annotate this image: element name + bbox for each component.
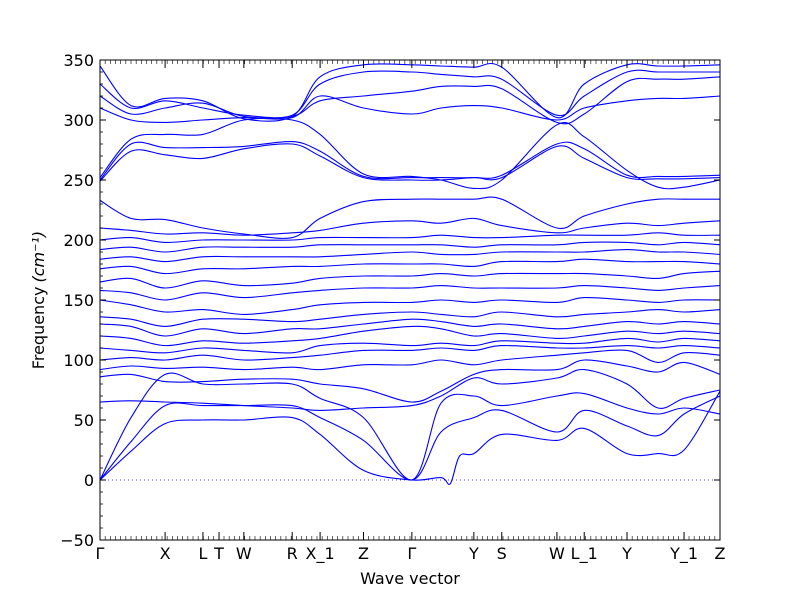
phonon-branch-27 [99,63,721,122]
y-tick-label: 350 [63,51,94,70]
phonon-branch-7 [99,345,721,361]
phonon-branch-1 [99,390,721,485]
x-tick-label: Y [621,544,632,563]
y-tick-label: 150 [63,291,94,310]
phonon-branch-25 [99,76,721,125]
phonon-branch-10 [99,318,721,337]
y-tick-label: 0 [84,471,94,490]
x-tick-label: S [497,544,507,563]
phonon-branch-11 [99,309,721,327]
y-axis-title-text: Frequency [29,287,48,370]
y-tick-label: 250 [63,171,94,190]
y-axis-ticks: −50 0 50 100 150 200 250 300 350 [60,51,720,550]
phonon-branch-8 [99,337,721,354]
x-tick-label: W [549,544,565,563]
y-axis-title-unit: (cm⁻¹) [29,231,48,283]
x-axis-ticks: Γ X L T W R X_1 Z Γ Y S W L_1 Y Y_1 Z [96,60,726,564]
x-tick-label: Z [358,544,369,563]
phonon-branch-26 [99,69,720,119]
phonon-branch-9 [99,325,721,347]
y-tick-label: −50 [60,531,94,550]
x-tick-label: L_1 [571,544,598,564]
phonon-branch-18 [99,232,721,243]
y-tick-label: 50 [74,411,94,430]
x-tick-label: W [236,544,252,563]
x-tick-label: X_1 [306,544,335,564]
phonon-branches [99,63,721,485]
x-tick-label: R [287,544,298,563]
phonon-branch-2 [99,395,721,481]
phonon-branch-3 [99,372,721,481]
phonon-branch-6 [99,349,721,371]
phonon-branch-13 [99,285,721,301]
x-tick-label: Γ [407,544,416,563]
phonon-branch-14 [99,270,721,289]
high-symmetry-lines [104,60,716,540]
x-tick-label: Γ [96,544,105,563]
x-tick-label: L [198,544,207,563]
phonon-branch-17 [99,241,721,253]
phonon-branch-24 [99,95,721,123]
y-axis-title: Frequency (cm⁻¹) [29,231,48,369]
phonon-branch-4 [99,369,721,411]
phonon-branch-5 [99,359,721,403]
phonon-branch-16 [99,249,721,263]
phonon-branch-23 [99,117,721,190]
y-tick-label: 300 [63,111,94,130]
x-tick-label: Y_1 [669,544,698,564]
x-tick-label: T [213,544,224,563]
phonon-branch-15 [99,258,721,275]
phonon-branch-12 [99,297,721,315]
phonon-branch-20 [99,196,720,239]
y-tick-label: 200 [63,231,94,250]
phonon-branch-19 [99,217,721,236]
x-tick-label: Z [715,544,726,563]
x-tick-label: X [160,544,171,563]
phonon-branch-21 [99,143,721,182]
y-tick-label: 100 [63,351,94,370]
x-tick-label: Y [468,544,479,563]
x-axis-title: Wave vector [360,569,460,588]
